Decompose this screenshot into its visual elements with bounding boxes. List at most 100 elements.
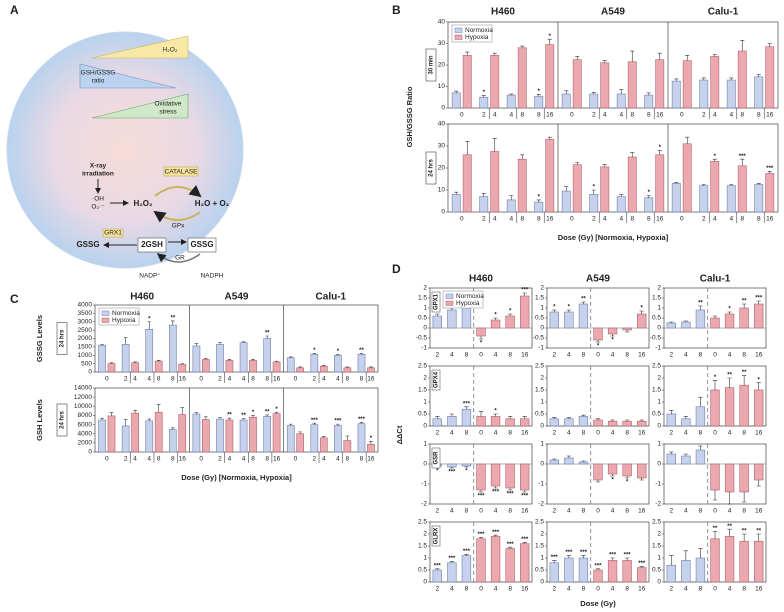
bar xyxy=(506,199,516,213)
error-bar xyxy=(265,335,269,339)
error-bar xyxy=(251,415,255,418)
bar xyxy=(447,562,457,583)
x-tick-label: 4 xyxy=(684,430,688,437)
significance: *** xyxy=(477,494,485,500)
error-bar xyxy=(701,184,706,186)
bar xyxy=(627,156,637,213)
bar xyxy=(710,538,720,583)
bar xyxy=(476,538,486,583)
error-bar xyxy=(610,334,615,337)
x-tick-label: 4 xyxy=(336,456,340,463)
row-label: GPX1 xyxy=(434,293,440,310)
error-bar xyxy=(619,89,624,95)
legend-label: Normoxia xyxy=(465,27,493,34)
x-tick-label: 8 xyxy=(157,456,161,463)
significance: ** xyxy=(756,529,761,535)
row-label: GLRX xyxy=(434,528,440,545)
error-bar xyxy=(685,55,690,61)
x-tick-label: 0 xyxy=(199,456,203,463)
x-tick-label: 2 xyxy=(702,216,706,223)
x-tick-label: 16 xyxy=(638,430,646,437)
legend-label: Hypoxia xyxy=(456,300,480,307)
bar xyxy=(319,437,328,453)
y-axis-title: GSH/GSSG Ratio xyxy=(405,86,414,147)
x-tick-label: 8 xyxy=(360,376,364,383)
error-bar xyxy=(698,445,703,450)
arrow xyxy=(154,185,202,198)
error-bar xyxy=(547,136,552,140)
y-tick-label: 0 xyxy=(540,579,544,586)
significance: *** xyxy=(766,166,774,172)
error-bar xyxy=(100,344,104,346)
bar xyxy=(225,359,234,373)
triangle xyxy=(91,93,189,119)
bar xyxy=(627,61,637,109)
significance: *** xyxy=(521,288,529,294)
significance: ** xyxy=(227,413,232,419)
bar xyxy=(131,412,139,453)
bar xyxy=(593,327,603,341)
error-bar xyxy=(639,310,644,314)
error-bar xyxy=(581,460,586,462)
x-tick-label: 4 xyxy=(611,508,615,515)
y-tick-label: -0.5 xyxy=(533,335,545,342)
bar xyxy=(168,429,177,453)
x-tick-label: 2 xyxy=(592,216,596,223)
bar xyxy=(737,165,747,213)
error-bar xyxy=(465,51,470,56)
error-bar xyxy=(204,416,208,420)
error-bar xyxy=(646,92,651,96)
y-tick-label: 0 xyxy=(423,461,427,468)
panel-label: D xyxy=(392,262,401,276)
x-tick-label: 8 xyxy=(520,112,524,119)
panel-label: C xyxy=(10,292,19,306)
error-bar xyxy=(312,353,317,355)
significance: *** xyxy=(507,492,515,498)
x-tick-label: 4 xyxy=(494,352,498,359)
bar xyxy=(461,463,472,467)
significance: *** xyxy=(565,550,573,556)
significance: * xyxy=(465,469,468,475)
error-bar xyxy=(712,380,718,390)
y-tick-label: 1.5 xyxy=(418,543,427,550)
bar xyxy=(681,455,691,465)
error-bar xyxy=(639,419,644,422)
label: CATALASE xyxy=(165,169,199,176)
x-tick-label: 8 xyxy=(508,586,512,593)
x-tick-label: 8 xyxy=(742,508,746,515)
label: X-ray xyxy=(90,163,107,170)
significance: * xyxy=(648,190,651,196)
y-tick-label: 2000 xyxy=(78,335,93,342)
row-label-box xyxy=(431,291,441,313)
error-bar xyxy=(536,199,541,203)
bar xyxy=(607,420,618,427)
x-tick-label: 8 xyxy=(582,430,586,437)
x-tick-label: 8 xyxy=(537,216,541,223)
bar xyxy=(490,536,501,583)
y-tick-label: 500 xyxy=(81,360,92,367)
error-bar xyxy=(552,417,557,419)
error-bar xyxy=(619,194,624,197)
y-axis-title: GSH Levels xyxy=(35,399,44,441)
error-bar xyxy=(481,95,486,98)
error-bar xyxy=(204,358,208,360)
x-tick-label: 4 xyxy=(713,216,717,223)
y-tick-label: 1 xyxy=(657,305,661,312)
y-tick-label: -2 xyxy=(538,501,544,508)
error-bar xyxy=(218,417,222,420)
label: ratio xyxy=(92,78,105,85)
error-bar xyxy=(712,315,718,318)
bar xyxy=(461,305,472,329)
error-bar xyxy=(454,191,459,195)
bar xyxy=(593,463,603,481)
y-tick-label: 2 xyxy=(423,285,427,292)
x-tick-label: 8 xyxy=(171,376,175,383)
x-tick-label: 4 xyxy=(147,456,151,463)
error-bar xyxy=(712,531,718,539)
error-bar xyxy=(566,455,572,458)
error-bar xyxy=(218,342,222,345)
error-bar xyxy=(727,528,732,537)
y-tick-label: 40 xyxy=(438,121,446,128)
error-bar xyxy=(507,488,513,491)
